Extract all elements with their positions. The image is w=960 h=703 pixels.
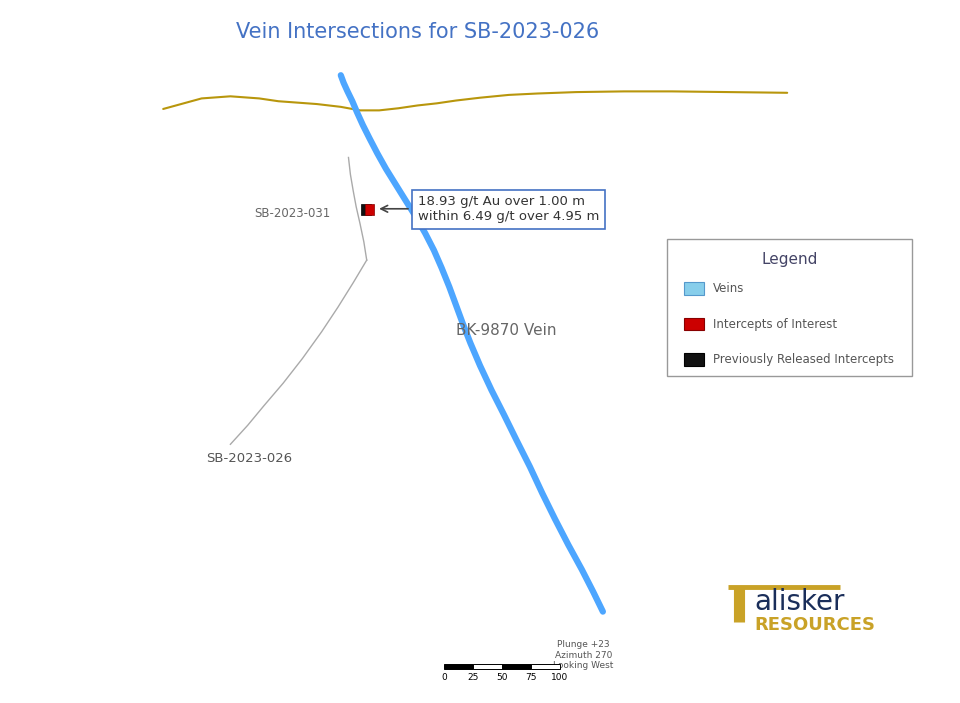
Text: Legend: Legend [761, 252, 818, 266]
Text: 50: 50 [496, 673, 508, 683]
Text: Intercepts of Interest: Intercepts of Interest [713, 318, 837, 330]
Text: Plunge +23
Azimuth 270
Looking West: Plunge +23 Azimuth 270 Looking West [554, 640, 613, 670]
Text: Vein Intersections for SB-2023-026: Vein Intersections for SB-2023-026 [236, 22, 599, 41]
Text: 0: 0 [442, 673, 447, 683]
FancyBboxPatch shape [684, 354, 704, 366]
Text: SB-2023-031: SB-2023-031 [254, 207, 330, 220]
Bar [473, 664, 502, 669]
FancyBboxPatch shape [365, 204, 374, 215]
Text: alisker: alisker [755, 588, 845, 617]
Text: 75: 75 [525, 673, 537, 683]
Bar [444, 664, 473, 669]
Text: BK-9870 Vein: BK-9870 Vein [456, 323, 557, 338]
Bar [531, 664, 560, 669]
FancyBboxPatch shape [684, 282, 704, 295]
FancyBboxPatch shape [667, 239, 912, 376]
FancyBboxPatch shape [684, 318, 704, 330]
Text: 18.93 g/t Au over 1.00 m
within 6.49 g/t over 4.95 m: 18.93 g/t Au over 1.00 m within 6.49 g/t… [418, 195, 599, 224]
FancyBboxPatch shape [361, 204, 371, 215]
Text: RESOURCES: RESOURCES [755, 616, 876, 634]
Text: Previously Released Intercepts: Previously Released Intercepts [713, 353, 895, 366]
Text: SB-2023-026: SB-2023-026 [206, 452, 293, 465]
Text: Veins: Veins [713, 282, 745, 295]
Text: 100: 100 [551, 673, 568, 683]
Bar [502, 664, 531, 669]
Text: 25: 25 [468, 673, 479, 683]
